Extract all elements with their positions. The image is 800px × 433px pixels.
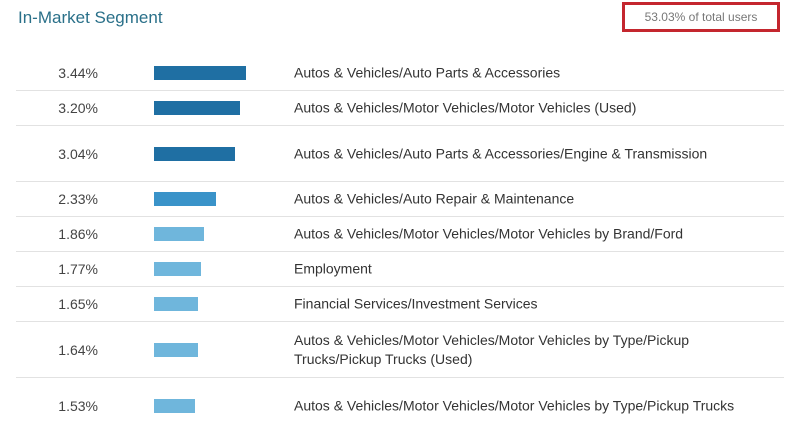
segment-bar-track <box>154 398 294 413</box>
segment-bar-track <box>154 262 294 276</box>
segment-percent: 1.64% <box>58 341 98 358</box>
segment-bar <box>154 398 195 413</box>
segment-label: Autos & Vehicles/Auto Parts & Accessorie… <box>294 145 708 161</box>
table-row[interactable]: 2.33% Autos & Vehicles/Auto Repair & Mai… <box>16 182 784 217</box>
total-users-badge: 53.03% of total users <box>622 2 780 32</box>
page-title: In-Market Segment <box>18 8 163 27</box>
segment-bar <box>154 262 201 276</box>
segment-label: Autos & Vehicles/Motor Vehicles/Motor Ve… <box>294 397 735 413</box>
segment-bar <box>154 227 204 241</box>
table-row[interactable]: 1.77% Employment <box>16 252 784 287</box>
segment-label: Autos & Vehicles/Motor Vehicles/Motor Ve… <box>294 331 690 367</box>
table-row[interactable]: 3.44% Autos & Vehicles/Auto Parts & Acce… <box>16 56 784 91</box>
segment-label: Autos & Vehicles/Motor Vehicles/Motor Ve… <box>294 225 684 242</box>
segment-bar-track <box>154 192 294 206</box>
segment-percent: 3.04% <box>58 145 98 162</box>
segment-bar <box>154 297 198 311</box>
segment-percent: 2.33% <box>58 191 98 207</box>
segment-bar-track <box>154 66 294 80</box>
table-row[interactable]: 3.20% Autos & Vehicles/Motor Vehicles/Mo… <box>16 91 784 126</box>
segment-bar-track <box>154 146 294 161</box>
segment-bar-track <box>154 101 294 115</box>
segment-bar <box>154 192 216 206</box>
segment-label: Autos & Vehicles/Auto Repair & Maintenan… <box>294 190 575 207</box>
segment-label: Employment <box>294 260 372 277</box>
segment-label: Financial Services/Investment Services <box>294 295 538 312</box>
segment-table: 3.44% Autos & Vehicles/Auto Parts & Acce… <box>16 56 784 433</box>
table-row[interactable]: 1.65% Financial Services/Investment Serv… <box>16 287 784 322</box>
segment-percent: 1.65% <box>58 296 98 312</box>
segment-percent: 1.86% <box>58 226 98 242</box>
segment-bar-track <box>154 297 294 311</box>
table-row[interactable]: 3.04% Autos & Vehicles/Auto Parts & Acce… <box>16 126 784 182</box>
table-row[interactable]: 1.53% Autos & Vehicles/Motor Vehicles/Mo… <box>16 378 784 433</box>
segment-label: Autos & Vehicles/Motor Vehicles/Motor Ve… <box>294 99 637 116</box>
segment-bar <box>154 342 198 357</box>
segment-label: Autos & Vehicles/Auto Parts & Accessorie… <box>294 64 561 81</box>
table-row[interactable]: 1.86% Autos & Vehicles/Motor Vehicles/Mo… <box>16 217 784 252</box>
segment-bar <box>154 101 240 115</box>
segment-bar <box>154 66 246 80</box>
segment-percent: 1.53% <box>58 397 98 414</box>
segment-percent: 3.20% <box>58 100 98 116</box>
segment-percent: 3.44% <box>58 65 98 81</box>
segment-percent: 1.77% <box>58 261 98 277</box>
segment-bar-track <box>154 342 294 357</box>
table-row[interactable]: 1.64% Autos & Vehicles/Motor Vehicles/Mo… <box>16 322 784 378</box>
segment-bar <box>154 146 235 161</box>
segment-bar-track <box>154 227 294 241</box>
